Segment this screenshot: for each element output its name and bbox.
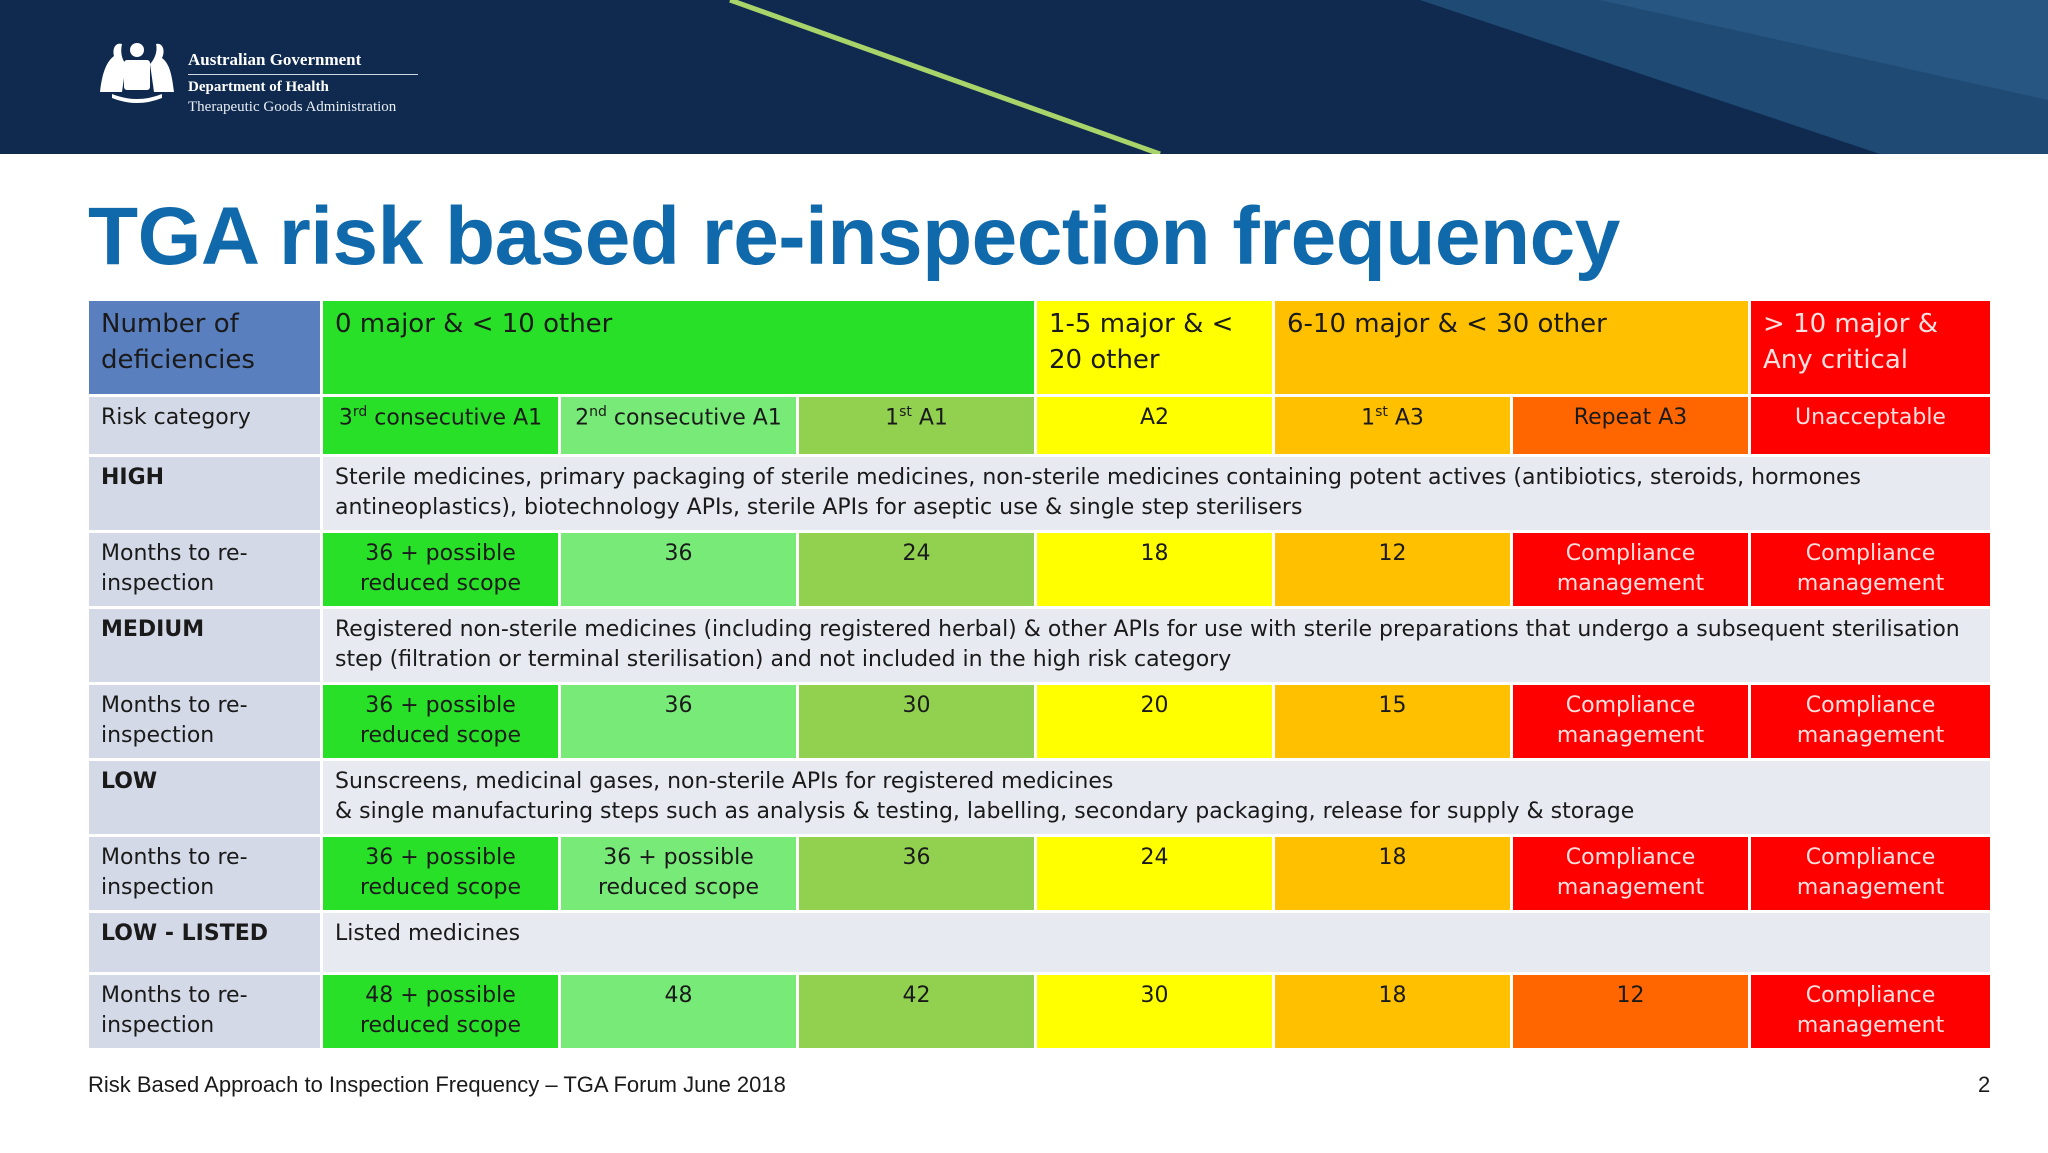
months-cell: 36 + possible reduced scope [320, 682, 561, 761]
risk-cell: Repeat A3 [1509, 394, 1752, 457]
group-header-2: 6-10 major & < 30 other [1271, 298, 1752, 397]
months-cell: 12 [1509, 972, 1752, 1051]
page-number: 2 [1978, 1072, 1991, 1097]
department-text: Department of Health [188, 79, 329, 95]
months-cell: 30 [1034, 972, 1275, 1051]
risk-cell: Unacceptable [1748, 394, 1994, 457]
months-row-medium: Months to re-inspection 36 + possible re… [86, 682, 1994, 761]
months-cell: 36 + possible reduced scope [558, 834, 799, 913]
inspection-frequency-table: Number of deficiencies 0 major & < 10 ot… [86, 298, 1994, 1051]
months-cell: 20 [1034, 682, 1275, 761]
months-cell: 18 [1034, 530, 1275, 609]
section-name: HIGH [86, 454, 323, 533]
coat-of-arms-icon [100, 43, 174, 103]
months-row-low: Months to re-inspection 36 + possible re… [86, 834, 1994, 913]
australian-government-text: Australian Government [188, 50, 362, 69]
footer-text: Risk Based Approach to Inspection Freque… [88, 1072, 786, 1097]
months-label: Months to re-inspection [86, 972, 323, 1051]
months-cell: 48 [558, 972, 799, 1051]
section-row-low-listed: LOW - LISTED Listed medicines [86, 910, 1994, 975]
page-title: TGA risk based re-inspection frequency [88, 191, 1620, 282]
months-cell: 24 [796, 530, 1037, 609]
header-banner: Australian Government Department of Heal… [0, 0, 2048, 154]
logo-divider [188, 74, 418, 75]
risk-cell: 1st A1 [796, 394, 1037, 457]
banner-graphic [729, 0, 2048, 154]
months-cell: Compliance management [1748, 972, 1994, 1051]
months-cell: 12 [1272, 530, 1513, 609]
months-cell: 36 [558, 530, 799, 609]
section-row-low: LOW Sunscreens, medicinal gases, non-ste… [86, 758, 1994, 837]
months-cell: 30 [796, 682, 1037, 761]
risk-cell: 3rd consecutive A1 [320, 394, 561, 457]
header-row: Number of deficiencies 0 major & < 10 ot… [86, 298, 1994, 397]
risk-cell: 2nd consecutive A1 [558, 394, 799, 457]
months-cell: 15 [1272, 682, 1513, 761]
group-header-1: 1-5 major & < 20 other [1034, 298, 1275, 397]
government-logo: Australian Government Department of Heal… [92, 34, 422, 124]
section-name: MEDIUM [86, 606, 323, 685]
months-cell: Compliance management [1509, 834, 1752, 913]
months-row-low-listed: Months to re-inspection 48 + possible re… [86, 972, 1994, 1051]
months-row-high: Months to re-inspection 36 + possible re… [86, 530, 1994, 609]
months-cell: 36 + possible reduced scope [320, 530, 561, 609]
section-description: Listed medicines [319, 910, 1994, 975]
months-cell: 42 [796, 972, 1037, 1051]
months-cell: Compliance management [1748, 530, 1994, 609]
months-cell: 24 [1034, 834, 1275, 913]
section-name: LOW - LISTED [86, 910, 323, 975]
months-cell: Compliance management [1509, 530, 1752, 609]
group-header-0: 0 major & < 10 other [320, 298, 1037, 397]
months-label: Months to re-inspection [86, 834, 323, 913]
months-label: Months to re-inspection [86, 530, 323, 609]
months-cell: Compliance management [1748, 834, 1994, 913]
section-name: LOW [86, 758, 323, 837]
months-cell: Compliance management [1748, 682, 1994, 761]
months-cell: 48 + possible reduced scope [320, 972, 561, 1051]
section-row-medium: MEDIUM Registered non-sterile medicines … [86, 606, 1994, 685]
months-label: Months to re-inspection [86, 682, 323, 761]
agency-text: Therapeutic Goods Administration [188, 99, 397, 115]
deficiencies-label: Number of deficiencies [86, 298, 323, 397]
months-cell: 18 [1272, 834, 1513, 913]
section-row-high: HIGH Sterile medicines, primary packagin… [86, 454, 1994, 533]
risk-category-row: Risk category 3rd consecutive A1 2nd con… [86, 394, 1994, 457]
section-description: Registered non-sterile medicines (includ… [319, 606, 1994, 685]
section-description: Sunscreens, medicinal gases, non-sterile… [319, 758, 1994, 837]
group-header-3: > 10 major & Any critical [1748, 298, 1994, 397]
months-cell: 36 + possible reduced scope [320, 834, 561, 913]
months-cell: 36 [558, 682, 799, 761]
section-description: Sterile medicines, primary packaging of … [319, 454, 1994, 533]
risk-cell: A2 [1034, 394, 1275, 457]
risk-category-label: Risk category [86, 394, 323, 457]
months-cell: Compliance management [1509, 682, 1752, 761]
months-cell: 36 [796, 834, 1037, 913]
months-cell: 18 [1272, 972, 1513, 1051]
risk-cell: 1st A3 [1272, 394, 1513, 457]
